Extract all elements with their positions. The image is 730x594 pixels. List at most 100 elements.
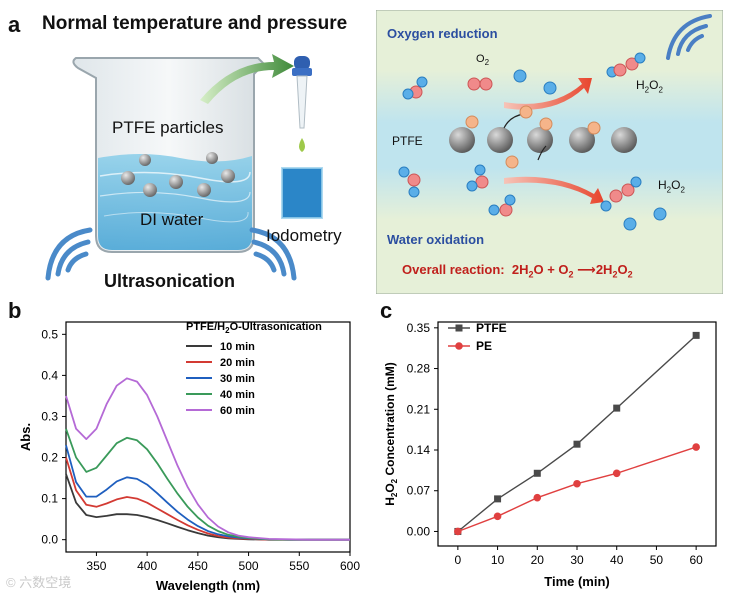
o2-molecule [467,77,493,91]
transfer-arrow [200,54,294,104]
electron [465,115,479,129]
reaction-scheme [376,10,723,294]
di-water-label: DI water [140,210,204,229]
reduction-arrow [504,78,592,110]
legend-entry: 10 min [220,341,255,353]
y-tick-label: 0.0 [41,533,58,547]
data-point [493,512,502,521]
y-tick-label: 0.35 [407,321,431,335]
legend-entry: 60 min [220,405,255,417]
x-tick-label: 600 [340,559,360,573]
series-line [65,428,350,541]
y-axis-label: Abs. [18,423,33,451]
ptfe-particle [121,171,135,185]
dropper-icon [292,56,312,152]
water-molecule [398,166,421,198]
concentration-chart: 0.00 0.07 0.14 0.21 0.28 0.35 0 10 20 30 40 50 60 Tim… [383,321,717,589]
y-tick-label: 0.07 [407,484,431,498]
ultrasonic-waves-left-icon [45,227,93,281]
ptfe-particle [221,169,235,183]
water-molecule [488,194,516,217]
x-tick-label: 50 [650,553,664,567]
x-axis-label: Time (min) [544,574,610,589]
legend-marker [455,342,463,350]
electron [587,121,601,135]
series-line [65,377,350,541]
data-point [533,469,541,477]
x-tick-label: 400 [137,559,157,573]
data-point [692,331,700,339]
data-point [454,527,462,536]
data-point [612,469,621,478]
x-tick-label: 30 [570,553,584,567]
ultrasonic-waves-right-icon [249,227,297,281]
x-tick-label: 450 [188,559,208,573]
proton [513,69,527,83]
beaker-illustration [45,54,323,281]
proton [653,207,667,221]
h2o2-molecule-bottom [600,176,642,212]
ptfe-particle [206,152,218,164]
y-axis-label: H2O2 Concentration (mM) [383,362,399,506]
iodometry-label: Iodometry [266,226,342,245]
panel-c-letter: c [380,298,393,323]
h2o2-molecule-top [606,52,646,78]
ptfe-ball [569,127,595,153]
data-point [573,440,581,448]
plot-frame [65,321,351,553]
y-tick-label: 0.4 [41,368,58,382]
x-tick-label: 10 [491,553,505,567]
x-tick-label: 60 [689,553,703,567]
series-line [457,334,697,533]
proton [543,81,557,95]
legend-entry: 20 min [220,357,255,369]
electron [519,105,533,119]
absorbance-chart: 0.0 0.1 0.2 0.3 0.4 0.5 350 400 450 500 550 600 Wave… [18,321,360,593]
data-point [573,479,581,488]
overall-reaction: Overall reaction: 2H2O + O2 ⟶2H2O2 [402,262,633,280]
ptfe-ball [487,127,513,153]
legend-title: PTFE/H2O-Ultrasonication [186,321,322,335]
x-tick-label: 20 [531,553,545,567]
ptfe-particle [169,175,183,189]
proton [623,217,637,231]
oxidation-arrow [504,176,604,204]
y-tick-label: 0.1 [41,492,58,506]
ptfe-ball [527,127,553,153]
data-point [494,495,502,503]
panel-b-letter: b [8,298,22,323]
ultrasonication-label: Ultrasonication [104,271,236,291]
electron [539,117,553,131]
y-tick-label: 0.3 [41,409,58,423]
series-line [65,457,350,541]
panel-a-title: Normal temperature and pressure [42,13,348,34]
iodometry-sample [282,168,322,218]
legend-entry: PE [476,339,492,353]
x-tick-label: 500 [239,559,259,573]
y-tick-label: 0.14 [407,443,431,457]
ptfe-particle [139,154,151,166]
ptfe-particle [143,183,157,197]
y-tick-label: 0.5 [41,327,58,341]
data-point [692,443,700,451]
water-oxidation-label: Water oxidation [387,232,485,247]
watermark: © 六数空境 [6,575,72,590]
series-line [65,473,350,541]
legend-entry: 30 min [220,373,255,385]
signal-waves-icon [666,14,712,60]
water-molecule [402,76,428,100]
y-tick-label: 0.00 [407,524,431,538]
h2o2-label-top: H2O2 [636,78,663,95]
legend-marker [455,324,463,332]
water-molecule [466,164,489,192]
ptfe-particle [197,183,211,197]
x-tick-label: 40 [610,553,624,567]
y-tick-label: 0.2 [41,451,58,465]
ptfe-scheme-label: PTFE [392,134,423,148]
x-tick-label: 550 [289,559,309,573]
data-point [533,493,542,502]
o2-label: O2 [476,53,490,68]
beaker-water [98,154,252,250]
x-tick-label: 350 [86,559,106,573]
ptfe-ball [611,127,637,153]
